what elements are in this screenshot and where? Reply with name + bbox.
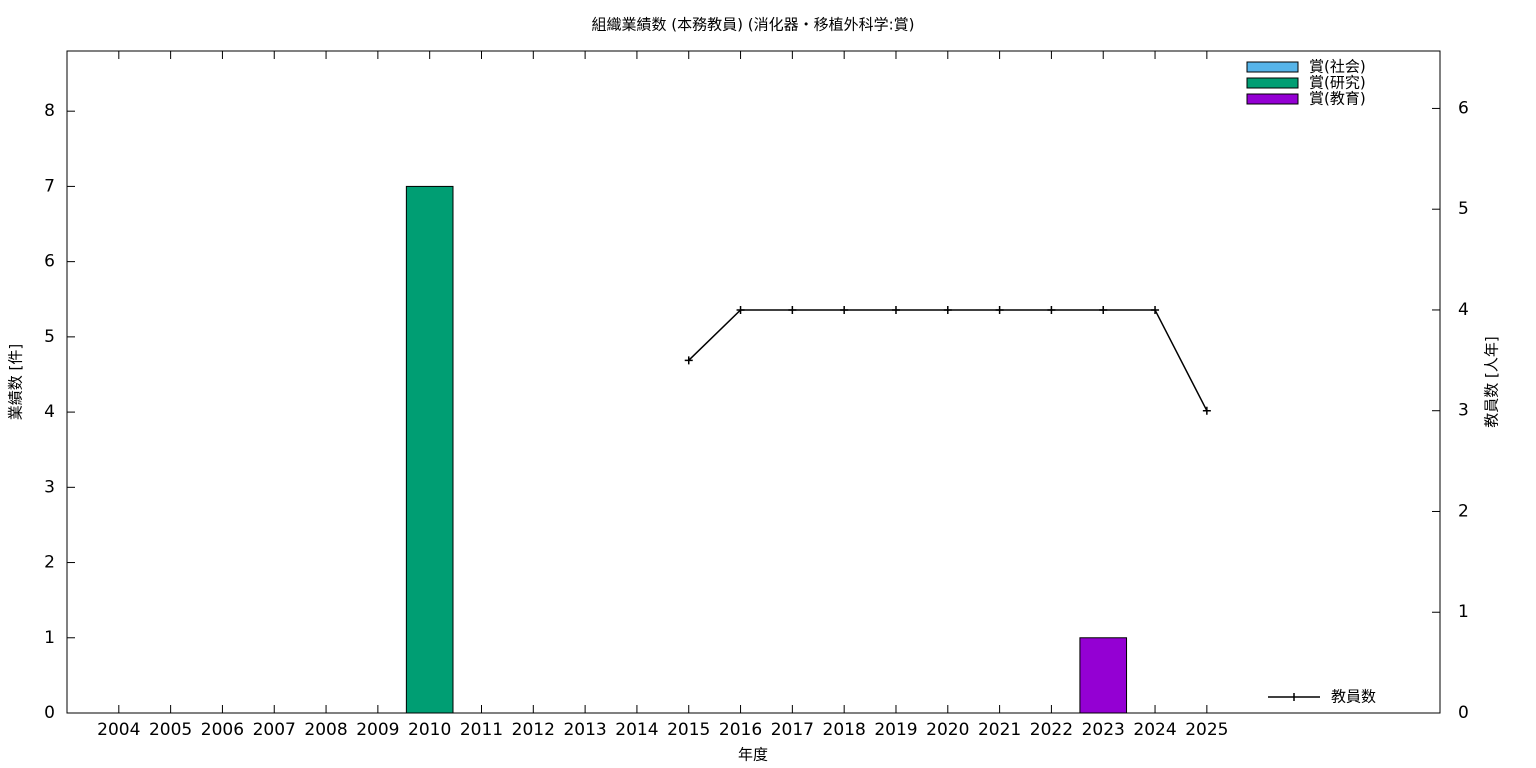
y-tick-label: 7 bbox=[44, 176, 55, 196]
legend-swatch bbox=[1268, 693, 1320, 701]
x-tick-label: 2024 bbox=[1133, 720, 1176, 740]
x-tick-label: 2017 bbox=[771, 720, 814, 740]
x-tick-label: 2005 bbox=[149, 720, 192, 740]
line bbox=[688, 309, 1208, 412]
point bbox=[1099, 305, 1108, 314]
y-tick-label: 4 bbox=[44, 402, 55, 422]
x-tick-label: 2009 bbox=[356, 720, 399, 740]
x-tick-label: 2007 bbox=[253, 720, 296, 740]
y2-tick-label: 3 bbox=[1458, 401, 1469, 421]
y-tick-label: 0 bbox=[44, 703, 55, 723]
x-tick-label: 2015 bbox=[667, 720, 710, 740]
x-tick-label: 2021 bbox=[978, 720, 1021, 740]
point bbox=[1047, 305, 1056, 314]
x-tick-label: 2004 bbox=[97, 720, 140, 740]
x-tick-label: 2016 bbox=[719, 720, 762, 740]
x-tick-label: 2019 bbox=[874, 720, 917, 740]
point bbox=[943, 305, 952, 314]
x-tick-label: 2006 bbox=[201, 720, 244, 740]
y-tick-label: 1 bbox=[44, 628, 55, 648]
y-tick-label: 3 bbox=[44, 477, 55, 497]
point bbox=[736, 305, 745, 314]
x-tick-label: 2022 bbox=[1030, 720, 1073, 740]
bar bbox=[1079, 637, 1128, 714]
y2-tick-label: 5 bbox=[1458, 199, 1469, 219]
point bbox=[995, 305, 1004, 314]
y2-tick-label: 2 bbox=[1458, 501, 1469, 521]
point bbox=[840, 305, 849, 314]
y-tick-label: 2 bbox=[44, 553, 55, 573]
y2-axis-label: 教員数 [人年] bbox=[1483, 336, 1501, 427]
legend-label: 賞(社会) bbox=[1309, 58, 1366, 76]
y-tick-label: 6 bbox=[44, 252, 55, 272]
legend-swatch bbox=[1246, 77, 1299, 89]
point bbox=[788, 305, 797, 314]
x-tick-label: 2018 bbox=[823, 720, 866, 740]
chart-title: 組織業績数 (本務教員) (消化器・移植外科学:賞) bbox=[591, 16, 914, 34]
y-axis-label: 業績数 [件] bbox=[7, 344, 25, 420]
x-tick-label: 2013 bbox=[563, 720, 606, 740]
point bbox=[684, 356, 693, 365]
x-tick-label: 2010 bbox=[408, 720, 451, 740]
legend-label: 教員数 bbox=[1331, 688, 1376, 706]
y-tick-label: 5 bbox=[44, 327, 55, 347]
x-tick-label: 2008 bbox=[304, 720, 347, 740]
plot-frame bbox=[66, 50, 1441, 714]
y2-tick-label: 0 bbox=[1458, 703, 1469, 723]
x-tick-label: 2023 bbox=[1082, 720, 1125, 740]
x-tick-label: 2011 bbox=[460, 720, 503, 740]
x-tick-label: 2014 bbox=[615, 720, 658, 740]
legend-label: 賞(教育) bbox=[1309, 90, 1366, 108]
y2-tick-label: 4 bbox=[1458, 300, 1469, 320]
bar bbox=[405, 185, 454, 714]
point bbox=[1202, 406, 1211, 415]
x-tick-label: 2025 bbox=[1185, 720, 1228, 740]
point bbox=[891, 305, 900, 314]
x-tick-label: 2020 bbox=[926, 720, 969, 740]
x-tick-label: 2012 bbox=[512, 720, 555, 740]
y-tick-label: 8 bbox=[44, 101, 55, 121]
point bbox=[1151, 305, 1160, 314]
legend-swatch bbox=[1246, 61, 1299, 73]
legend-swatch bbox=[1246, 93, 1299, 105]
x-axis-label: 年度 bbox=[738, 746, 768, 764]
y2-tick-label: 1 bbox=[1458, 602, 1469, 622]
legend-label: 賞(研究) bbox=[1309, 74, 1366, 92]
y2-tick-label: 6 bbox=[1458, 98, 1469, 118]
